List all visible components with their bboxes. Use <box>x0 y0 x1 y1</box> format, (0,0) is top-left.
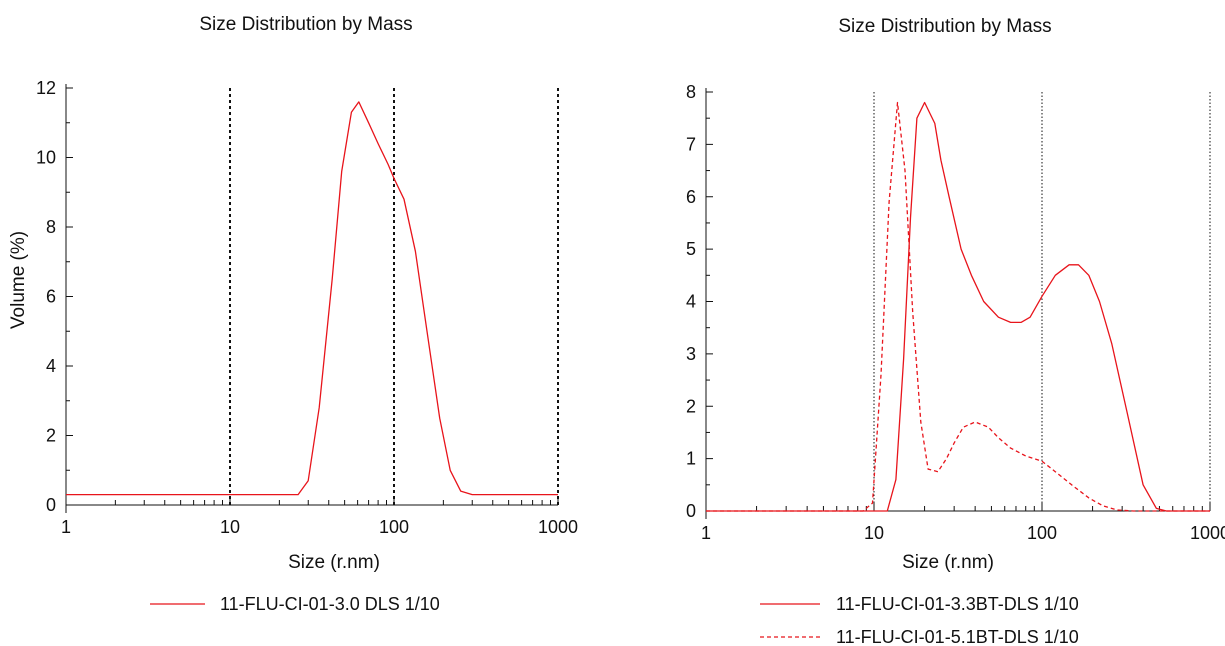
y-tick-label: 3 <box>686 344 696 364</box>
y-tick-label: 8 <box>686 82 696 102</box>
y-tick-label: 4 <box>46 356 56 376</box>
x-tick-label: 1000 <box>1190 523 1225 543</box>
series-line-2 <box>706 101 1210 512</box>
series-line-1 <box>706 101 1210 512</box>
y-tick-label: 2 <box>46 426 56 446</box>
legend-label: 11-FLU-CI-01-5.1BT-DLS 1/10 <box>836 627 1079 646</box>
y-tick-label: 7 <box>686 134 696 154</box>
x-tick-label: 1 <box>61 517 71 537</box>
y-tick-label: 1 <box>686 449 696 469</box>
y-tick-label: 4 <box>686 292 696 312</box>
x-axis-label: Size (r.nm) <box>288 552 380 573</box>
y-tick-label: 12 <box>36 78 56 98</box>
y-tick-label: 0 <box>686 501 696 521</box>
chart-title: Size Distribution by Mass <box>199 14 412 35</box>
y-tick-label: 10 <box>36 148 56 168</box>
x-tick-label: 1 <box>701 523 711 543</box>
y-tick-label: 5 <box>686 239 696 259</box>
x-axis-label: Size (r.nm) <box>902 552 994 573</box>
y-tick-label: 2 <box>686 396 696 416</box>
x-tick-label: 10 <box>864 523 884 543</box>
x-tick-label: 1000 <box>538 517 578 537</box>
chart-1: Size Distribution by Mass 0 2 4 6 8 10 12 1 10 100… <box>8 14 578 614</box>
x-tick-label: 10 <box>220 517 240 537</box>
chart-title: Size Distribution by Mass <box>838 16 1051 37</box>
y-axis-label: Volume (%) <box>8 231 29 329</box>
legend-label: 11-FLU-CI-01-3.0 DLS 1/10 <box>220 594 440 614</box>
x-tick-label: 100 <box>1027 523 1057 543</box>
x-tick-label: 100 <box>379 517 409 537</box>
y-tick-label: 6 <box>46 287 56 307</box>
y-tick-label: 0 <box>46 495 56 515</box>
legend-label: 11-FLU-CI-01-3.3BT-DLS 1/10 <box>836 594 1079 614</box>
y-tick-label: 6 <box>686 187 696 207</box>
y-tick-label: 8 <box>46 217 56 237</box>
series-line-1 <box>66 101 558 496</box>
